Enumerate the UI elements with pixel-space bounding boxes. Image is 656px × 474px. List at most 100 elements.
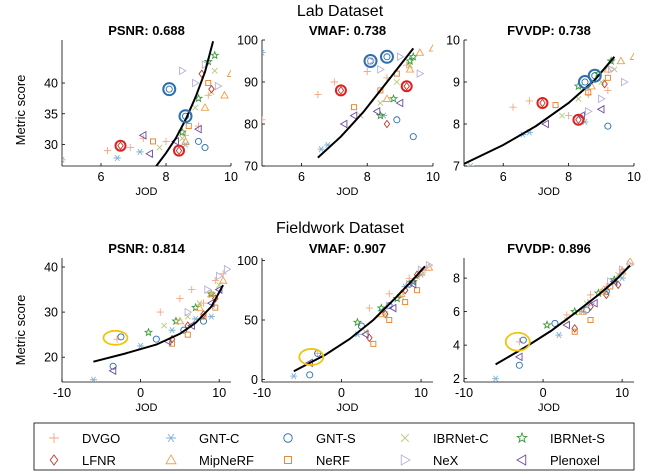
point-nerf	[370, 340, 377, 347]
point-nex	[192, 78, 200, 88]
point-dvgo	[365, 304, 373, 312]
point-plenoxel	[349, 111, 358, 120]
point-ibrnet-c	[211, 67, 218, 74]
point-dvgo	[211, 276, 219, 285]
legend-marker-ibrnet-s	[516, 431, 528, 444]
point-lfnr	[575, 115, 582, 125]
point-nerf	[377, 87, 384, 94]
point-nex	[179, 66, 187, 76]
legend-marker-gnt-c	[166, 433, 176, 443]
ylabel-bottom: Metric score	[13, 295, 28, 366]
point-dvgo	[156, 308, 164, 316]
point-gnt-s	[117, 333, 125, 341]
point-ibrnet-c	[393, 78, 400, 86]
x-axis-label: JOD	[136, 186, 158, 198]
y-tick-label: 100	[237, 254, 258, 268]
x-tick-label: 10	[212, 386, 226, 400]
point-mipnerf	[175, 316, 185, 325]
point-dvgo	[262, 116, 266, 124]
point-plenoxel	[609, 277, 618, 286]
y-tick-label: 20	[44, 351, 58, 365]
legend-label: NeRF	[316, 453, 350, 468]
point-nex	[367, 56, 376, 66]
legend-label: GNT-S	[316, 431, 356, 446]
x-tick-label: -10	[253, 386, 271, 400]
point-gnt-s	[383, 53, 391, 61]
legend-item-nex: NeX	[400, 453, 459, 468]
point-lfnr	[208, 84, 215, 94]
legend-label: IBRNet-C	[433, 431, 489, 446]
legend-marker-mipnerf	[165, 454, 177, 465]
point-ibrnet-s	[143, 327, 154, 337]
x-tick-label: 8	[364, 170, 371, 184]
point-nerf	[552, 102, 559, 109]
x-tick-label: 10	[224, 170, 238, 184]
point-nex	[204, 285, 212, 294]
point-ibrnet-c	[196, 300, 203, 307]
point-nerf	[351, 104, 358, 111]
highlight-circle	[173, 144, 185, 157]
highlight-circle	[400, 80, 413, 93]
point-dvgo	[103, 147, 112, 155]
point-nerf	[414, 287, 421, 294]
point-lfnr	[539, 98, 546, 108]
point-gnt-c	[113, 154, 121, 162]
point-ibrnet-s	[375, 110, 386, 120]
point-nex	[216, 271, 224, 281]
point-gnt-c	[492, 375, 500, 382]
point-mipnerf	[415, 48, 425, 56]
point-ibrnet-c	[161, 322, 168, 329]
point-plenoxel	[339, 119, 348, 129]
point-plenoxel	[108, 366, 117, 376]
y-tick-label: 8	[453, 272, 460, 286]
ylabel-top: Metric score	[13, 75, 28, 146]
x-axis-label: JOD	[337, 186, 359, 198]
point-ibrnet-c	[156, 144, 163, 151]
x-tick-label: 6	[298, 170, 305, 184]
point-ibrnet-s	[210, 50, 220, 60]
point-nex	[621, 77, 629, 87]
point-nex	[425, 260, 433, 270]
point-gnt-c	[89, 376, 98, 382]
panel-title: FVVDP: 0.896	[507, 241, 591, 256]
point-nerf	[205, 80, 212, 86]
fit-curve	[93, 284, 224, 363]
point-mipnerf	[616, 56, 626, 65]
point-lfnr	[403, 81, 410, 91]
highlight-ellipse	[298, 348, 325, 366]
fit-curve	[495, 264, 631, 366]
legend-marker-lfnr	[49, 454, 59, 466]
point-nerf	[150, 138, 156, 145]
point-dvgo	[204, 91, 212, 99]
point-ibrnet-c	[559, 112, 566, 119]
panel-title: FVVDP: 0.738	[507, 23, 591, 38]
point-mipnerf	[226, 69, 231, 77]
plot-area	[290, 260, 433, 380]
point-plenoxel	[138, 130, 147, 140]
point-nerf	[169, 340, 176, 347]
y-tick-label: 6	[453, 305, 460, 319]
point-dvgo	[330, 78, 338, 86]
point-nex	[223, 264, 231, 274]
y-tick-label: 2	[453, 372, 460, 386]
point-plenoxel	[360, 329, 369, 339]
x-axis-label: JOD	[538, 402, 560, 414]
point-mipnerf	[629, 52, 634, 60]
point-ibrnet-c	[377, 99, 384, 107]
point-lfnr	[198, 69, 206, 79]
point-ibrnet-s	[542, 320, 552, 329]
point-mipnerf	[200, 103, 210, 111]
point-nex	[598, 94, 606, 104]
y-tick-label: 0	[251, 373, 258, 387]
legend-item-nerf: NeRF	[284, 453, 350, 468]
point-dvgo	[176, 294, 184, 303]
y-tick-label: 4	[453, 339, 460, 353]
legend-label: DVGO	[82, 431, 120, 446]
point-gnt-s	[551, 319, 559, 327]
legend-label: GNT-C	[199, 431, 239, 446]
y-tick-label: 70	[244, 160, 258, 174]
point-plenoxel	[187, 321, 195, 331]
point-gnt-c	[62, 156, 66, 164]
